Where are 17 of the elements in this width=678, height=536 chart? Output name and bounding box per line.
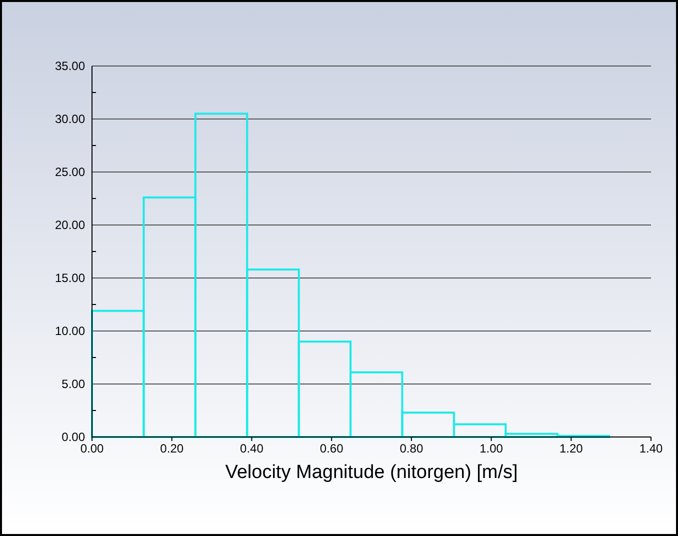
y-tick-label: 0.00 [62,430,86,444]
y-tick-label: 15.00 [54,270,86,285]
x-tick-label: 1.20 [559,442,584,456]
x-tick-label: 0.20 [160,442,184,456]
x-tick-label: 0.60 [320,442,344,456]
y-tick-label: 5.00 [62,376,86,391]
x-axis-title: Velocity Magnitude (nitorgen) [m/s] [225,462,518,483]
x-tick-label: 0.40 [240,442,264,456]
x-tick-label: 0.80 [400,442,424,456]
x-tick-label: 1.00 [480,442,504,456]
y-tick-label: 10.00 [54,324,86,338]
y-tick-label: 25.00 [54,164,86,179]
x-tick-label: 1.40 [639,442,663,456]
y-tick-label: 35.00 [54,58,86,73]
x-tick-label: 0.00 [80,442,104,456]
y-tick-label: 30.00 [54,112,86,126]
y-tick-label: 20.00 [54,218,86,232]
